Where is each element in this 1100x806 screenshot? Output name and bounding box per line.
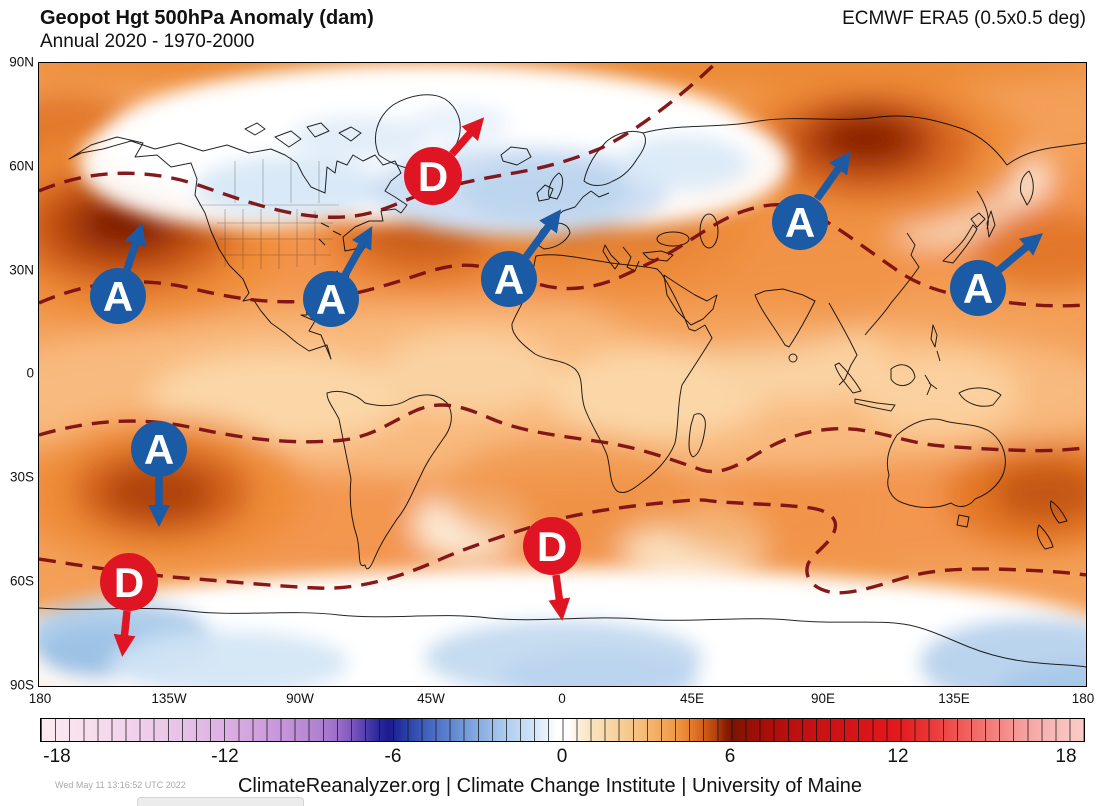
lon-tick-45e: 45E xyxy=(679,691,705,706)
low-marker-letter: D xyxy=(418,153,448,200)
high-arrow-icon xyxy=(996,233,1044,273)
low-marker-letter: D xyxy=(537,523,567,570)
high-marker: A xyxy=(90,222,146,324)
page-title: Geopot Hgt 500hPa Anomaly (dam) xyxy=(40,7,374,29)
institute-label: Climate Change Institute xyxy=(456,775,676,797)
colorbar-tick-neg18: -18 xyxy=(43,746,71,767)
state-borders xyxy=(199,157,339,269)
low-marker: D xyxy=(100,553,158,657)
colorbar-tick-neg6: -6 xyxy=(384,746,402,767)
high-marker: A xyxy=(772,151,851,250)
lat-tick-90s: 90S xyxy=(9,677,34,693)
low-arrow-icon xyxy=(449,117,485,157)
site-link[interactable]: ClimateReanalyzer.org xyxy=(237,775,441,797)
high-marker-letter: A xyxy=(144,426,174,473)
colorbar-tick-0: 0 xyxy=(556,746,568,767)
high-marker: A xyxy=(481,209,562,307)
lat-tick-90n: 90N xyxy=(9,54,34,70)
high-marker: A xyxy=(950,233,1044,316)
high-arrow-icon xyxy=(341,226,373,277)
credit-separator: | xyxy=(675,775,692,797)
generation-timestamp: Wed May 11 13:16:52 UTC 2022 xyxy=(55,780,186,790)
colorbar-tick-6: 6 xyxy=(724,746,736,767)
high-arrow-icon xyxy=(813,151,851,202)
colorbar-tick-12: 12 xyxy=(887,746,909,767)
anomaly-field: A A A A xyxy=(39,63,1086,686)
low-arrow-icon xyxy=(113,610,136,657)
lon-tick-135w: 135W xyxy=(151,691,187,706)
lon-tick-180e: 180 xyxy=(1071,691,1095,706)
lon-tick-90w: 90W xyxy=(286,691,314,706)
dataset-label: ECMWF ERA5 (0.5x0.5 deg) xyxy=(842,8,1086,29)
browser-tooltip-artifact xyxy=(137,797,304,806)
high-marker-letter: A xyxy=(103,273,133,320)
credit-separator: | xyxy=(440,775,457,797)
anomaly-colorbar xyxy=(40,718,1085,742)
plot-subtitle: Annual 2020 - 1970-2000 xyxy=(40,31,255,52)
low-marker: D xyxy=(404,117,485,205)
colorbar-tick-neg12: -12 xyxy=(211,746,239,767)
high-marker-letter: A xyxy=(785,199,815,246)
lon-tick-0: 0 xyxy=(558,691,566,706)
low-marker-letter: D xyxy=(114,559,144,606)
low-arrow-icon xyxy=(548,574,571,621)
contour-lines xyxy=(39,63,1086,595)
lat-tick-30s: 30S xyxy=(9,469,34,485)
lat-tick-0: 0 xyxy=(26,365,34,381)
high-marker-letter: A xyxy=(494,256,524,303)
high-marker: A xyxy=(303,226,373,327)
high-arrow-icon xyxy=(522,209,562,260)
low-marker: D xyxy=(523,517,581,621)
credit-line: ClimateReanalyzer.org | Climate Change I… xyxy=(0,775,1100,798)
lat-tick-30n: 30N xyxy=(9,262,34,278)
map-canvas: A A A A xyxy=(39,63,1086,686)
high-arrow-icon xyxy=(123,222,146,272)
high-marker-letter: A xyxy=(963,265,993,312)
lon-tick-45w: 45W xyxy=(417,691,445,706)
university-label: University of Maine xyxy=(691,775,863,797)
high-marker: A xyxy=(131,421,187,527)
lat-tick-60s: 60S xyxy=(9,573,34,589)
high-marker-letter: A xyxy=(316,276,346,323)
anomaly-markers: A A A A xyxy=(90,117,1044,657)
lon-tick-135e: 135E xyxy=(938,691,970,706)
lon-tick-180w: 180 xyxy=(28,691,52,706)
world-anomaly-map: A A A A xyxy=(38,62,1087,687)
colorbar-tick-18: 18 xyxy=(1055,746,1077,767)
lat-tick-60n: 60N xyxy=(9,158,34,174)
lon-tick-90e: 90E xyxy=(810,691,836,706)
